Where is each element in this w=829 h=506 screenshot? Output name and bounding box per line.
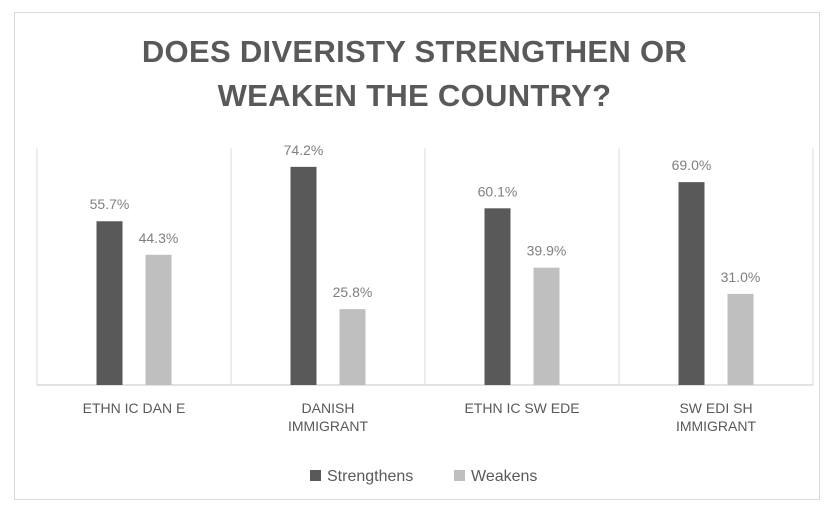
data-label-weakens-2: 39.9% bbox=[527, 243, 567, 259]
data-label-strengthens-2: 60.1% bbox=[478, 183, 518, 199]
data-label-strengthens-3: 69.0% bbox=[672, 157, 712, 173]
x-tick-label-1: DANISH bbox=[302, 400, 355, 416]
data-label-strengthens-0: 55.7% bbox=[90, 196, 130, 212]
bar-weakens-0 bbox=[145, 254, 172, 385]
legend-swatch-weakens bbox=[454, 470, 465, 481]
chart-title: DOES DIVERISTY STRENGTHEN OR WEAKEN THE … bbox=[0, 30, 829, 118]
x-tick-label-3: SW EDI SH bbox=[679, 400, 752, 416]
data-label-weakens-1: 25.8% bbox=[333, 284, 373, 300]
bar-strengthens-2 bbox=[484, 208, 511, 385]
legend-swatch-strengthens bbox=[310, 470, 321, 481]
x-tick-label-0: ETHN IC DAN E bbox=[83, 400, 186, 416]
bar-strengthens-0 bbox=[96, 221, 123, 385]
data-label-weakens-3: 31.0% bbox=[721, 269, 761, 285]
legend-label-strengthens: Strengthens bbox=[327, 468, 413, 485]
x-tick-label-3: IMMIGRANT bbox=[676, 418, 757, 434]
legend-label-weakens: Weakens bbox=[471, 468, 537, 485]
bar-weakens-3 bbox=[727, 293, 754, 385]
data-label-strengthens-1: 74.2% bbox=[284, 142, 324, 158]
bar-weakens-2 bbox=[533, 267, 560, 385]
x-tick-label-1: IMMIGRANT bbox=[288, 418, 369, 434]
bar-strengthens-3 bbox=[678, 182, 705, 385]
chart-title-line-1: DOES DIVERISTY STRENGTHEN OR bbox=[141, 34, 688, 69]
data-label-weakens-0: 44.3% bbox=[139, 230, 179, 246]
x-tick-label-2: ETHN IC SW EDE bbox=[464, 400, 579, 416]
bar-weakens-1 bbox=[339, 309, 366, 385]
chart-title-line-2: WEAKEN THE COUNTRY? bbox=[217, 78, 612, 113]
bar-strengthens-1 bbox=[290, 166, 317, 385]
